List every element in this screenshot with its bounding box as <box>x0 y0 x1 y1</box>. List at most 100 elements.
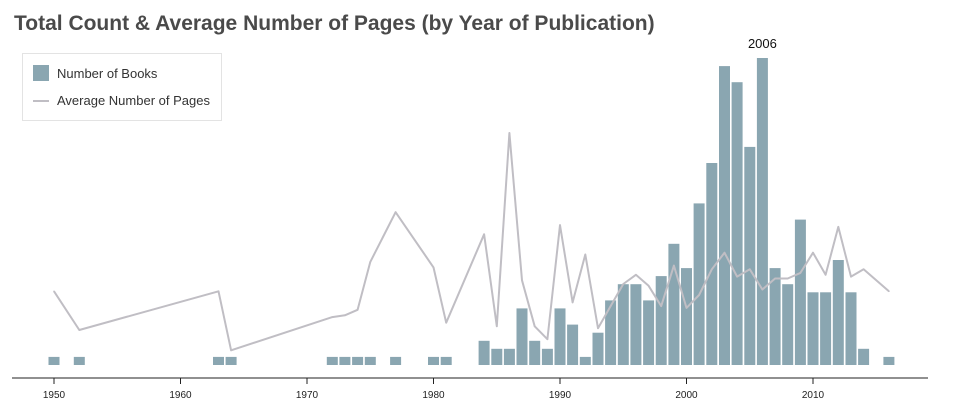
line-point-1994 <box>609 305 612 307</box>
line-point-2011 <box>824 274 827 276</box>
bar-1988 <box>529 340 541 365</box>
bar-1987 <box>516 308 528 365</box>
line-point-1963 <box>217 290 220 293</box>
line-point-1995 <box>622 283 625 285</box>
bar-1994 <box>605 300 617 365</box>
legend: Number of Books Average Number of Pages <box>22 53 222 121</box>
bar-1990 <box>554 308 566 365</box>
bar-1998 <box>655 276 667 365</box>
bar-2014 <box>858 348 870 365</box>
x-tick-label-1960: 1960 <box>169 390 192 401</box>
bar-1985 <box>491 348 503 365</box>
line-point-1987 <box>521 279 523 282</box>
line-point-1974 <box>356 309 359 311</box>
line-point-2014 <box>862 268 865 271</box>
line-point-2008 <box>786 277 789 280</box>
x-tick-label-1950: 1950 <box>43 390 66 401</box>
line-point-1975 <box>369 261 372 263</box>
line-swatch-icon <box>33 99 49 102</box>
bar-1963 <box>213 356 224 365</box>
bar-2007 <box>769 268 781 365</box>
line-layer <box>53 132 890 352</box>
line-point-1977 <box>394 211 397 213</box>
bar-1984 <box>478 340 490 365</box>
bar-2002 <box>706 163 718 365</box>
legend-item-books: Number of Books <box>33 65 157 81</box>
line-point-2007 <box>774 277 776 280</box>
bar-1999 <box>668 243 680 365</box>
bar-1981 <box>440 356 452 365</box>
bar-2016 <box>883 356 895 365</box>
line-point-1990 <box>559 224 561 226</box>
bar-2010 <box>807 292 819 365</box>
legend-label-pages: Average Number of Pages <box>57 93 210 108</box>
x-tick-label-1980: 1980 <box>422 390 445 401</box>
x-tick-label-1990: 1990 <box>549 390 572 401</box>
bar-2011 <box>820 292 832 365</box>
bars-layer <box>48 58 895 365</box>
line-point-1950 <box>53 290 55 293</box>
line-point-1972 <box>331 316 334 318</box>
bar-1993 <box>592 332 604 365</box>
annotation-peak-year: 2006 <box>748 36 777 51</box>
line-point-1991 <box>571 301 574 304</box>
bar-1980 <box>428 356 439 365</box>
bar-2008 <box>782 284 794 365</box>
chart-title: Total Count & Average Number of Pages (b… <box>14 12 655 35</box>
line-point-2006 <box>761 288 764 291</box>
bar-swatch-icon <box>33 65 49 81</box>
line-point-1981 <box>445 321 448 324</box>
line-point-1989 <box>546 338 549 341</box>
line-point-2000 <box>685 307 688 309</box>
bar-2000 <box>681 268 692 365</box>
line-point-1998 <box>660 305 662 307</box>
line-point-1980 <box>432 266 435 269</box>
line-point-2001 <box>698 294 700 296</box>
bar-1964 <box>225 356 237 365</box>
bar-2001 <box>693 203 705 365</box>
bar-2003 <box>719 66 730 365</box>
line-point-1999 <box>673 264 675 267</box>
line-point-2012 <box>837 226 840 228</box>
line-point-1985 <box>496 325 498 328</box>
bar-1992 <box>579 356 591 365</box>
line-point-1986 <box>508 132 511 134</box>
x-tick-label-2010: 2010 <box>802 390 825 401</box>
bar-2004 <box>731 82 743 365</box>
bar-1973 <box>339 356 351 365</box>
line-point-1973 <box>344 314 346 317</box>
bar-2013 <box>845 292 857 365</box>
line-point-2005 <box>749 268 751 271</box>
line-point-1988 <box>533 325 536 328</box>
bar-1991 <box>567 324 579 365</box>
line-point-2009 <box>799 272 802 274</box>
line-point-1952 <box>78 329 81 331</box>
bar-1997 <box>643 300 655 365</box>
line-point-2002 <box>711 268 713 271</box>
legend-label-books: Number of Books <box>57 65 158 81</box>
bar-2005 <box>744 146 756 365</box>
x-axis: 1950 1960 1970 1980 1990 2000 2010 <box>12 377 928 401</box>
line-point-1993 <box>597 327 599 330</box>
annotation-layer: 2006 <box>748 36 777 51</box>
line-point-2013 <box>850 275 852 278</box>
line-point-1964 <box>230 349 232 352</box>
bar-1995 <box>617 284 629 365</box>
line-point-2016 <box>888 290 890 293</box>
bar-1972 <box>326 356 338 365</box>
bar-2006 <box>756 58 768 365</box>
bar-2012 <box>832 260 844 365</box>
bar-1950 <box>48 356 60 365</box>
bar-1975 <box>364 356 376 365</box>
line-point-2010 <box>812 251 814 254</box>
line-point-1984 <box>483 233 485 236</box>
bar-1974 <box>352 356 364 365</box>
legend-item-pages: Average Number of Pages <box>33 93 210 108</box>
bar-1996 <box>630 284 642 365</box>
x-tick-label-2000: 2000 <box>675 390 698 401</box>
line-point-1997 <box>647 285 650 287</box>
x-tick-label-1970: 1970 <box>296 390 319 401</box>
bar-1986 <box>503 348 515 365</box>
line-point-1992 <box>584 253 587 256</box>
